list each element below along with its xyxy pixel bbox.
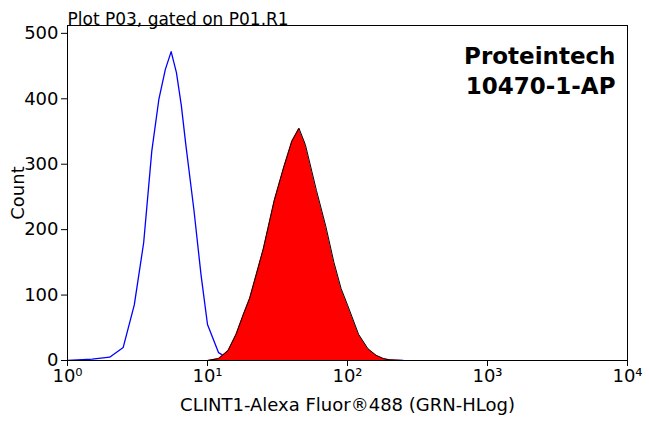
svg-text:Plot P03, gated on P01.R1: Plot P03, gated on P01.R1 (68, 9, 289, 29)
svg-text:200: 200 (24, 218, 58, 239)
svg-text:0: 0 (47, 349, 59, 371)
svg-text:10⁰: 10⁰ (52, 365, 82, 386)
svg-text:10²: 10² (332, 365, 362, 386)
svg-text:500: 500 (24, 22, 58, 43)
svg-text:Count: Count (7, 166, 28, 219)
svg-text:10⁴: 10⁴ (612, 365, 642, 386)
svg-text:10470-1-AP: 10470-1-AP (466, 73, 616, 99)
svg-text:100: 100 (24, 284, 58, 305)
svg-text:CLINT1-Alexa Fluor®488 (GRN-HL: CLINT1-Alexa Fluor®488 (GRN-HLog) (180, 394, 515, 415)
svg-text:10¹: 10¹ (192, 365, 222, 386)
svg-text:10³: 10³ (472, 365, 502, 386)
svg-text:400: 400 (24, 88, 58, 109)
svg-text:300: 300 (24, 153, 58, 174)
svg-text:Proteintech: Proteintech (464, 43, 615, 69)
